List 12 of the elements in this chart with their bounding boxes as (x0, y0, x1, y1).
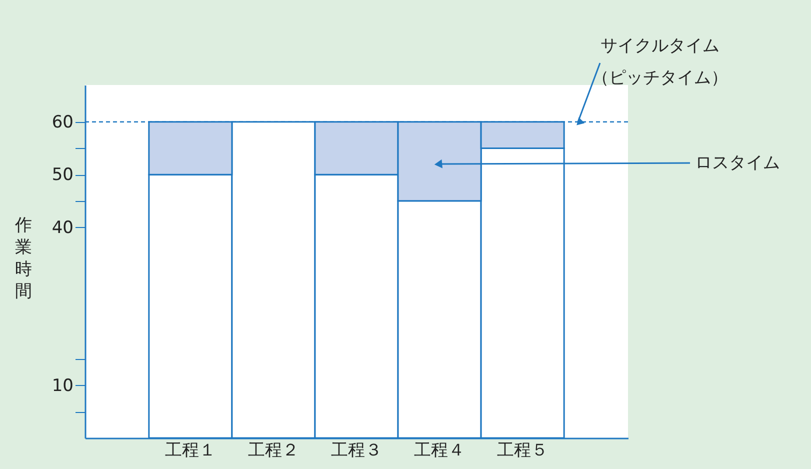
y-tick-label: 60 (52, 112, 74, 132)
y-tick-label: 40 (52, 218, 74, 238)
annotation: ロスタイム (695, 153, 780, 173)
x-tick-label: 工程４ (414, 440, 466, 460)
x-tick-label: 工程５ (497, 440, 548, 460)
ref-line-label: サイクルタイム（ピッチタイム） (592, 36, 728, 88)
y-tick-label: 50 (52, 165, 74, 186)
x-tick-label: 工程１ (164, 440, 216, 460)
x-tick-label: 工程３ (331, 440, 382, 460)
y-tick-label: 10 (52, 376, 74, 396)
y-axis-title: 作業時間 (14, 216, 32, 302)
x-tick-label: 工程２ (248, 440, 299, 460)
